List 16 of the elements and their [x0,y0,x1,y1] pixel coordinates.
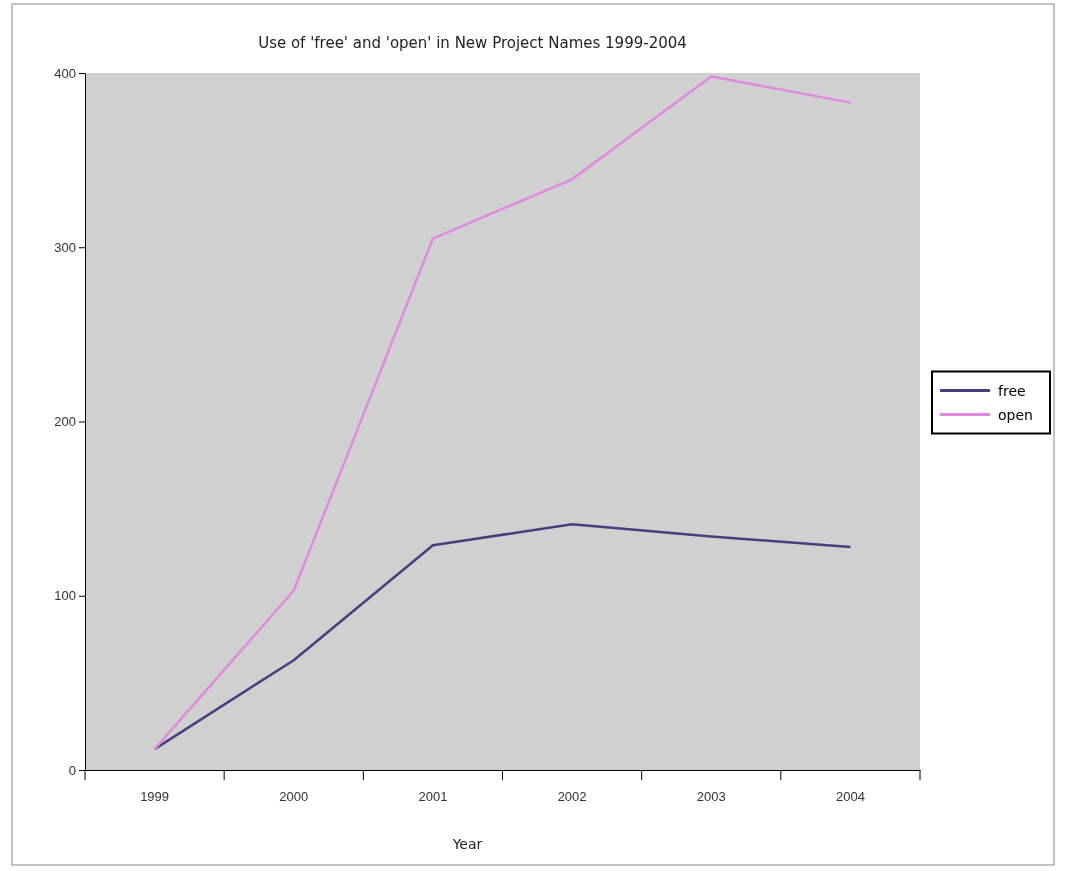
x-axis-title: Year [451,836,483,852]
y-tick-label: 100 [54,588,76,604]
x-tick-label: 2000 [279,789,309,805]
legend-label: open [998,406,1033,423]
x-tick-label: 2002 [557,789,587,805]
x-tick-label: 2001 [418,789,448,805]
x-tick-label: 2004 [835,789,865,805]
x-tick-label: 1999 [140,789,170,805]
chart-title: Use of 'free' and 'open' in New Project Names 1999-2004 [258,34,687,52]
y-tick-label: 400 [54,65,76,81]
line-series [153,75,852,751]
y-tick-label: 300 [54,239,76,255]
y-tick-label: 200 [54,414,76,430]
x-tick-label: 2003 [696,789,726,805]
legend-label: free [998,382,1026,399]
y-tick-label: 0 [68,762,76,778]
